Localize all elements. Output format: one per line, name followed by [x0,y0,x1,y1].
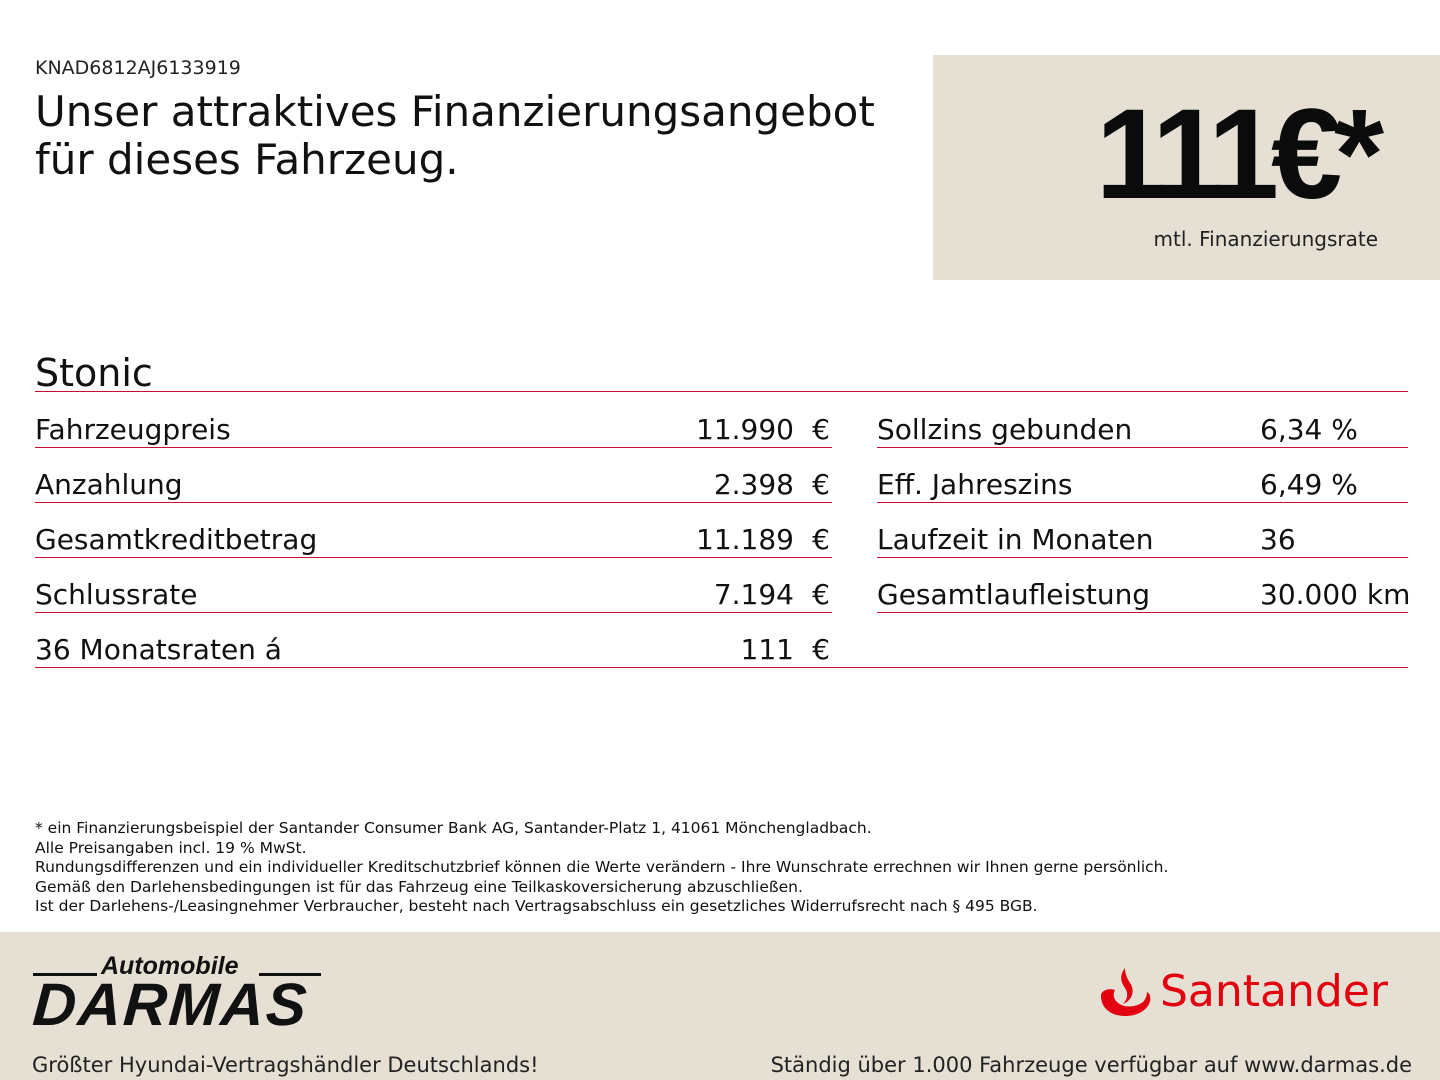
footer-dealer-claim: Größter Hyundai-Vertragshändler Deutschl… [32,1053,539,1077]
footer-website-claim: Ständig über 1.000 Fahrzeuge verfügbar a… [770,1053,1412,1077]
headline: Unser attraktives Finanzierungsangebot f… [35,87,875,184]
row-value: 7.194 [713,578,794,611]
footer: Automobile DARMAS Santander Größter Hyun… [0,932,1440,1080]
row-eff-jahreszins: Eff. Jahreszins 6,49 % [877,449,1408,503]
monthly-rate-amount: 111€* [1095,83,1384,226]
row-value: 2.398 [713,468,794,501]
row-currency: € [812,578,830,611]
row-label: Gesamtlaufleistung [877,578,1151,611]
model-divider [35,391,1408,392]
row-label: Gesamtkreditbetrag [35,523,318,556]
row-sollzins: Sollzins gebunden 6,34 % [877,394,1408,448]
row-label: Eff. Jahreszins [877,468,1073,501]
row-gesamtlaufleistung: Gesamtlaufleistung 30.000 km [877,559,1411,613]
darmas-logo-top-text: Automobile [101,952,239,980]
row-laufzeit: Laufzeit in Monaten 36 [877,504,1408,558]
santander-logo: Santander [1097,962,1407,1022]
disclaimer-line: Gemäß den Darlehensbedingungen ist für d… [35,877,803,896]
darmas-logo-main-text: DARMAS [30,971,311,1038]
row-currency: € [812,523,830,556]
row-value: 36 [1260,523,1296,556]
vin-number: KNAD6812AJ6133919 [35,57,241,79]
row-value: 11.990 [696,413,794,446]
row-label: Laufzeit in Monaten [877,523,1154,556]
disclaimer: * ein Finanzierungsbeispiel der Santande… [35,819,1168,917]
model-name: Stonic [35,351,153,395]
row-value: 6,49 % [1260,468,1358,501]
row-value: 30.000 km [1260,578,1411,611]
row-currency: € [812,413,830,446]
row-currency: € [812,633,830,666]
row-value: 6,34 % [1260,413,1358,446]
darmas-logo-line-right [259,973,321,976]
disclaimer-line: * ein Finanzierungsbeispiel der Santande… [35,819,872,837]
disclaimer-line: Rundungsdifferenzen und ein individuelle… [35,858,1169,877]
row-value: 111 [740,633,794,666]
disclaimer-line: Alle Preisangaben incl. 19 % MwSt. [35,838,307,857]
row-label: Sollzins gebunden [877,413,1133,446]
row-value: 11.189 [696,523,794,556]
row-gesamtkreditbetrag: Gesamtkreditbetrag 11.189 € [35,504,832,558]
row-anzahlung: Anzahlung 2.398 € [35,449,832,503]
price-box: 111€* mtl. Finanzierungsrate [933,55,1440,280]
disclaimer-line: Ist der Darlehens-/Leasingnehmer Verbrau… [35,897,1038,916]
darmas-logo-line-left [33,973,97,976]
row-label: Schlussrate [35,578,198,611]
row-label: Fahrzeugpreis [35,413,231,446]
monthly-rate-label: mtl. Finanzierungsrate [1153,227,1378,251]
row-monatsraten: 36 Monatsraten á 111 € [35,614,1408,668]
santander-logo-text: Santander [1160,966,1388,1017]
row-label: Anzahlung [35,468,183,501]
darmas-logo: Automobile DARMAS [31,952,333,1038]
row-schlussrate: Schlussrate 7.194 € [35,559,832,613]
row-fahrzeugpreis: Fahrzeugpreis 11.990 € [35,394,832,448]
row-currency: € [812,468,830,501]
row-label: 36 Monatsraten á [35,633,282,666]
santander-flame-icon [1101,968,1151,1016]
